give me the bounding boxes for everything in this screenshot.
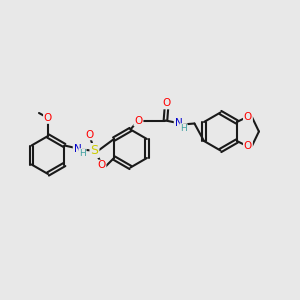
- Text: O: O: [244, 112, 252, 122]
- Text: N: N: [74, 143, 81, 154]
- Text: S: S: [91, 144, 98, 157]
- Text: O: O: [162, 98, 171, 109]
- Text: O: O: [244, 141, 252, 151]
- Text: H: H: [79, 149, 86, 158]
- Text: H: H: [180, 124, 187, 133]
- Text: O: O: [134, 116, 142, 125]
- Text: N: N: [175, 118, 182, 128]
- Text: O: O: [44, 113, 52, 123]
- Text: O: O: [97, 160, 106, 170]
- Text: O: O: [85, 130, 94, 140]
